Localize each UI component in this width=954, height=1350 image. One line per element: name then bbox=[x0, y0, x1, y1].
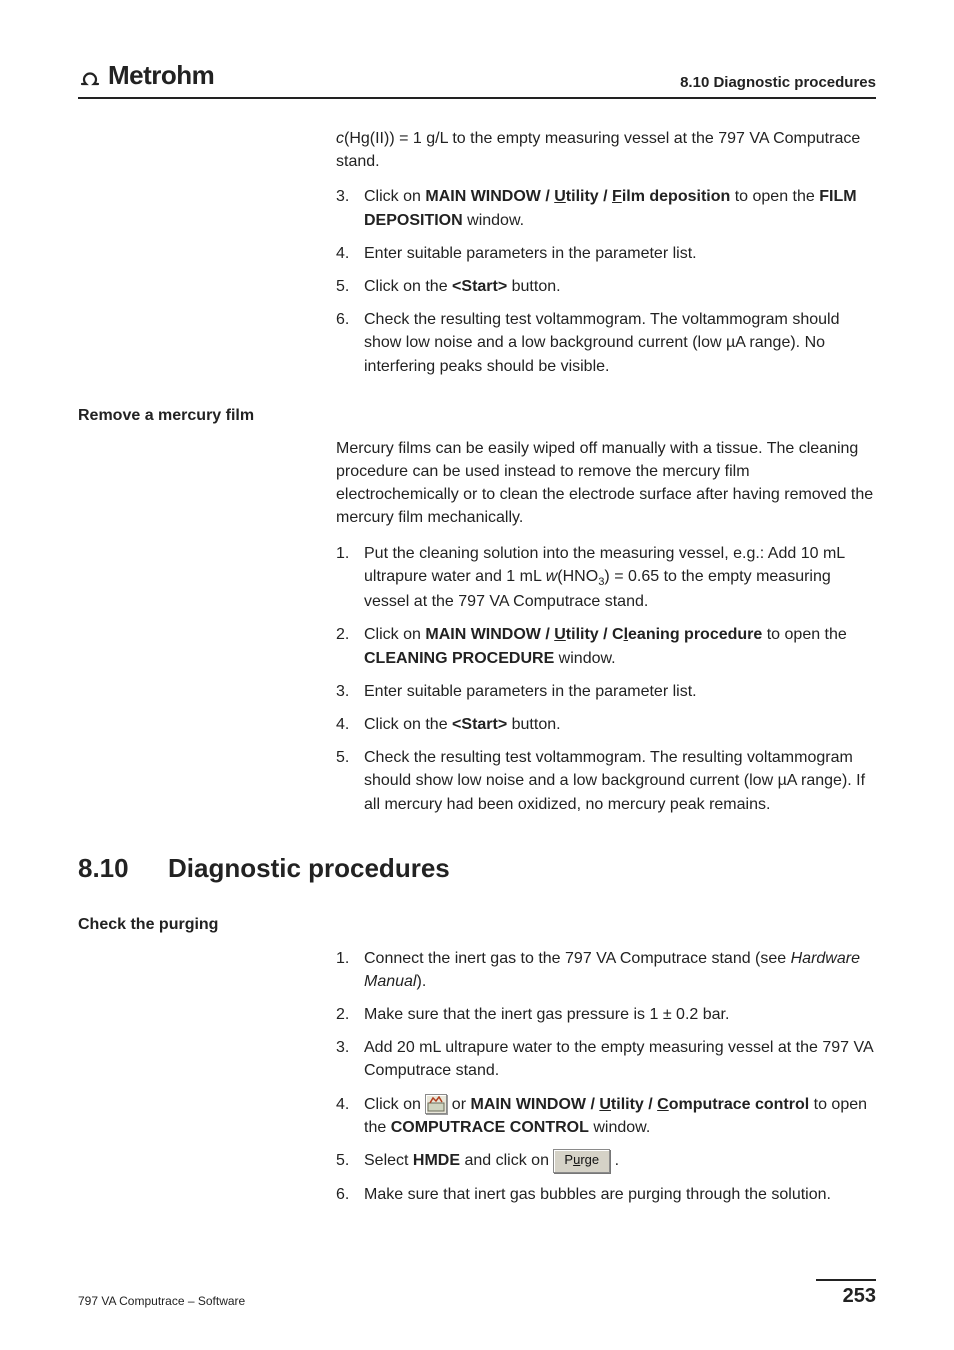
num: 5. bbox=[336, 746, 364, 816]
list-purge-3: 3. Add 20 mL ultrapure water to the empt… bbox=[336, 1036, 876, 1082]
num: 3. bbox=[336, 680, 364, 703]
page-rule bbox=[816, 1279, 876, 1281]
footer-right: 253 bbox=[816, 1279, 876, 1308]
footer: 797 VA Computrace – Software 253 bbox=[78, 1279, 876, 1308]
text: Put the cleaning solution into the measu… bbox=[364, 542, 876, 614]
text: Check the resulting test voltammogram. T… bbox=[364, 308, 876, 378]
text: Select HMDE and click on Purge . bbox=[364, 1149, 876, 1173]
list-a-item-3: 3. Click on MAIN WINDOW / Utility / Film… bbox=[336, 185, 876, 231]
text: Click on or MAIN WINDOW / Utility / Comp… bbox=[364, 1093, 876, 1139]
header-bar: Metrohm 8.10 Diagnostic procedures bbox=[78, 60, 876, 99]
computrace-toolbar-icon[interactable] bbox=[425, 1094, 447, 1114]
list-remove-4: 4. Click on the <Start> button. bbox=[336, 713, 876, 736]
body: c(Hg(II)) = 1 g/L to the empty measuring… bbox=[78, 127, 876, 1206]
text: Click on MAIN WINDOW / Utility / Cleanin… bbox=[364, 623, 876, 669]
heading-num: 8.10 bbox=[78, 850, 168, 888]
list-remove: 1. Put the cleaning solution into the me… bbox=[336, 542, 876, 816]
heading-title: Diagnostic procedures bbox=[168, 850, 450, 888]
remove-film-block: Mercury films can be easily wiped off ma… bbox=[336, 437, 876, 816]
remove-film-intro: Mercury films can be easily wiped off ma… bbox=[336, 437, 876, 530]
list-remove-5: 5. Check the resulting test voltammogram… bbox=[336, 746, 876, 816]
text: Check the resulting test voltammogram. T… bbox=[364, 746, 876, 816]
list-a-item-5: 5. Click on the <Start> button. bbox=[336, 275, 876, 298]
list-purge-4: 4. Click on or MAIN WINDOW / Utility / C… bbox=[336, 1093, 876, 1139]
num: 2. bbox=[336, 1003, 364, 1026]
page-number: 253 bbox=[843, 1285, 876, 1308]
list-a: 3. Click on MAIN WINDOW / Utility / Film… bbox=[336, 185, 876, 377]
list-purge-6: 6. Make sure that inert gas bubbles are … bbox=[336, 1183, 876, 1206]
text: Connect the inert gas to the 797 VA Comp… bbox=[364, 947, 876, 993]
page: Metrohm 8.10 Diagnostic procedures c(Hg(… bbox=[0, 0, 954, 1350]
text: Enter suitable parameters in the paramet… bbox=[364, 680, 876, 703]
lead-c-italic: c bbox=[336, 130, 344, 147]
text: Click on the <Start> button. bbox=[364, 275, 876, 298]
list-a-item-6: 6. Check the resulting test voltammogram… bbox=[336, 308, 876, 378]
lead-continuation: c(Hg(II)) = 1 g/L to the empty measuring… bbox=[336, 127, 876, 378]
heading-8-10: 8.10 Diagnostic procedures bbox=[78, 850, 876, 888]
num: 1. bbox=[336, 542, 364, 614]
lead-line: c(Hg(II)) = 1 g/L to the empty measuring… bbox=[336, 127, 876, 173]
text: Make sure that inert gas bubbles are pur… bbox=[364, 1183, 876, 1206]
num: 3. bbox=[336, 1036, 364, 1082]
num: 4. bbox=[336, 713, 364, 736]
num: 6. bbox=[336, 1183, 364, 1206]
list-remove-3: 3. Enter suitable parameters in the para… bbox=[336, 680, 876, 703]
num: 4. bbox=[336, 242, 364, 265]
brand-logo: Metrohm bbox=[78, 60, 214, 91]
list-purge-2: 2. Make sure that the inert gas pressure… bbox=[336, 1003, 876, 1026]
num: 1. bbox=[336, 947, 364, 993]
text: Click on MAIN WINDOW / Utility / Film de… bbox=[364, 185, 876, 231]
text: Add 20 mL ultrapure water to the empty m… bbox=[364, 1036, 876, 1082]
num: 4. bbox=[336, 1093, 364, 1139]
num: 5. bbox=[336, 1149, 364, 1173]
list-purging: 1. Connect the inert gas to the 797 VA C… bbox=[336, 947, 876, 1206]
heading-remove-film: Remove a mercury film bbox=[78, 404, 876, 427]
check-purging-block: 1. Connect the inert gas to the 797 VA C… bbox=[336, 947, 876, 1206]
list-remove-2: 2. Click on MAIN WINDOW / Utility / Clea… bbox=[336, 623, 876, 669]
footer-left: 797 VA Computrace – Software bbox=[78, 1294, 245, 1308]
list-purge-5: 5. Select HMDE and click on Purge . bbox=[336, 1149, 876, 1173]
ohm-icon bbox=[78, 64, 102, 88]
text: Make sure that the inert gas pressure is… bbox=[364, 1003, 876, 1026]
lead-line-rest: (Hg(II)) = 1 g/L to the empty measuring … bbox=[336, 130, 860, 170]
text: Click on the <Start> button. bbox=[364, 713, 876, 736]
list-a-item-4: 4. Enter suitable parameters in the para… bbox=[336, 242, 876, 265]
num: 5. bbox=[336, 275, 364, 298]
list-remove-1: 1. Put the cleaning solution into the me… bbox=[336, 542, 876, 614]
brand-text: Metrohm bbox=[108, 60, 214, 91]
list-purge-1: 1. Connect the inert gas to the 797 VA C… bbox=[336, 947, 876, 993]
purge-button[interactable]: Purge bbox=[553, 1149, 610, 1173]
num: 2. bbox=[336, 623, 364, 669]
num: 3. bbox=[336, 185, 364, 231]
running-header: 8.10 Diagnostic procedures bbox=[680, 74, 876, 91]
num: 6. bbox=[336, 308, 364, 378]
text: Enter suitable parameters in the paramet… bbox=[364, 242, 876, 265]
heading-check-purging: Check the purging bbox=[78, 913, 876, 936]
